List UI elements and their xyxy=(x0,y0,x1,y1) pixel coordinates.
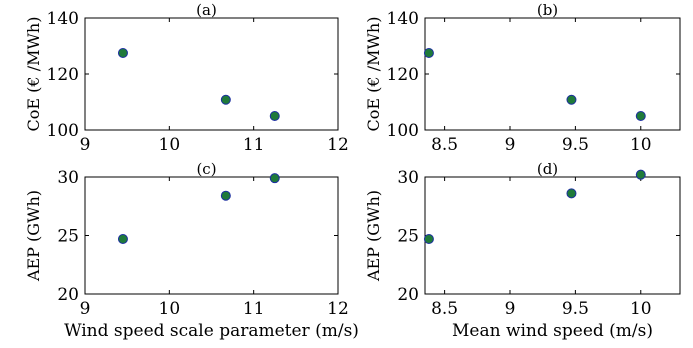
panel-label: (b) xyxy=(537,1,558,19)
panel-d: 8.5 9 9.5 10 20 25 30 (d) AEP (GWh) Mean wind spe… xyxy=(364,160,681,341)
y-tick-label: 140 xyxy=(387,9,419,29)
x-tick-label: 9.5 xyxy=(562,299,589,319)
panel-c: 9 10 11 12 20 25 30 (c) AEP (GWh) Wind speed scal… xyxy=(24,160,359,341)
y-tick-label: 30 xyxy=(397,168,419,188)
x-tick-label: 12 xyxy=(327,135,349,155)
y-tick-label: 20 xyxy=(57,285,79,305)
data-point xyxy=(635,111,646,121)
panel-label: (d) xyxy=(537,160,558,178)
data-point xyxy=(566,188,577,199)
x-tick-label: 9 xyxy=(505,299,516,319)
data-point xyxy=(635,169,646,180)
y-tick-label: 120 xyxy=(47,65,79,85)
data-point xyxy=(269,111,280,121)
data-point xyxy=(117,234,128,245)
x-tick-label: 10 xyxy=(630,299,652,319)
data-point xyxy=(220,94,231,105)
panel-label: (a) xyxy=(196,1,217,19)
x-tick-label: 11 xyxy=(243,135,265,155)
x-tick-label: 8.5 xyxy=(431,299,458,319)
plot-frame xyxy=(84,17,339,131)
y-axis-label: AEP (GWh) xyxy=(24,190,43,282)
x-tick-label: 12 xyxy=(327,299,349,319)
x-axis-label: Wind speed scale parameter (m/s) xyxy=(64,321,359,341)
x-tick-label: 11 xyxy=(243,299,265,319)
y-tick-label: 30 xyxy=(57,168,79,188)
y-tick-label: 140 xyxy=(47,9,79,29)
y-tick-label: 100 xyxy=(47,121,79,141)
x-axis-label: Mean wind speed (m/s) xyxy=(452,321,653,341)
x-tick-label: 9.5 xyxy=(562,135,589,155)
y-tick-label: 20 xyxy=(397,285,419,305)
x-tick-label: 8.5 xyxy=(431,135,458,155)
data-point xyxy=(269,173,280,184)
y-axis-label: AEP (GWh) xyxy=(364,190,383,282)
y-axis-label: CoE (€ /MWh) xyxy=(24,17,43,132)
y-tick-label: 100 xyxy=(387,121,419,141)
y-tick-label: 120 xyxy=(387,65,419,85)
data-point xyxy=(423,234,434,245)
data-point xyxy=(220,190,231,201)
panel-b: 8.5 9 9.5 10 100 120 140 (b) CoE (€ /MWh) xyxy=(364,1,681,155)
x-tick-label: 9 xyxy=(505,135,516,155)
x-tick-label: 10 xyxy=(159,135,181,155)
panel-label: (c) xyxy=(196,160,216,178)
y-axis-label: CoE (€ /MWh) xyxy=(364,17,383,132)
x-tick-label: 10 xyxy=(630,135,652,155)
panel-a: 9 10 11 12 100 120 140 (a) CoE (€ /MWh) xyxy=(24,1,349,155)
x-tick-label: 9 xyxy=(80,135,91,155)
y-tick-label: 25 xyxy=(397,227,419,247)
data-point xyxy=(423,48,434,58)
data-point xyxy=(117,48,128,58)
x-tick-label: 9 xyxy=(80,299,91,319)
y-tick-label: 25 xyxy=(57,227,79,247)
data-point xyxy=(566,94,577,105)
x-tick-label: 10 xyxy=(159,299,181,319)
plot-frame xyxy=(424,176,681,295)
